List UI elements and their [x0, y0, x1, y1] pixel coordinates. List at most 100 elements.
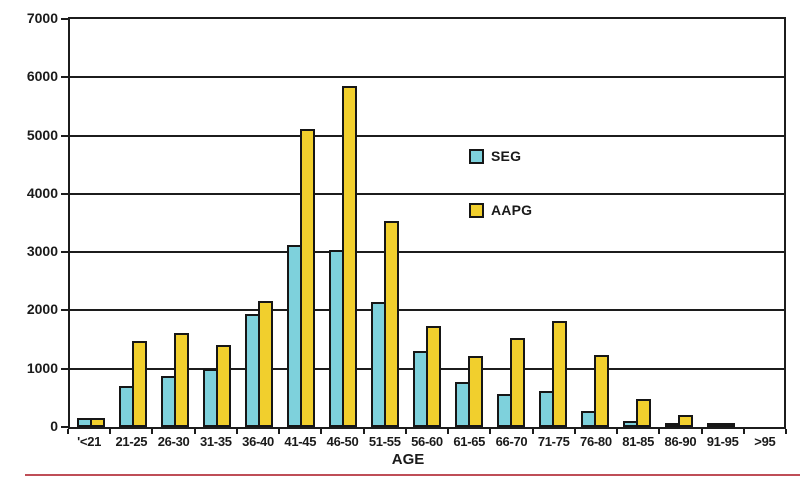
x-axis-label: 56-60: [411, 434, 443, 449]
gridline-3000: [70, 251, 784, 253]
x-axis-label: 76-80: [580, 434, 612, 449]
y-axis-label: 3000: [26, 243, 58, 259]
x-axis-tick: [743, 429, 745, 434]
x-axis-label: 61-65: [453, 434, 486, 449]
aapg-bar: [468, 356, 483, 427]
x-axis-label: 26-30: [157, 434, 190, 449]
x-axis-title: AGE: [391, 451, 425, 468]
y-axis-tick: [61, 368, 68, 370]
bar-group-9: [406, 19, 448, 427]
aapg-bar: [426, 326, 441, 427]
bar-group-12: [532, 19, 574, 427]
y-axis-label: 2000: [26, 301, 58, 317]
legend-item-seg: SEG: [469, 148, 521, 164]
gridline-2000: [70, 309, 784, 311]
aapg-bar: [174, 333, 189, 427]
x-axis-label: 91-95: [706, 434, 739, 449]
y-axis-tick: [61, 309, 68, 311]
x-axis-tick: [785, 429, 787, 434]
x-axis-label: 21-25: [115, 434, 148, 449]
aapg-bar: [636, 399, 651, 427]
x-axis-tick: [489, 429, 491, 434]
bar-group-14: [616, 19, 658, 427]
bar-group-2: [112, 19, 154, 427]
x-axis-label: 81-85: [622, 434, 655, 449]
y-axis-tick: [61, 135, 68, 137]
bar-groups: [70, 19, 784, 427]
x-axis-tick: [532, 429, 534, 434]
x-axis-label: >95: [754, 434, 776, 449]
aapg-bar: [342, 86, 357, 427]
aapg-bar: [552, 321, 567, 427]
aapg-bar: [216, 345, 231, 427]
y-axis-tick: [61, 18, 68, 20]
bar-group-5: [238, 19, 280, 427]
gridline-6000: [70, 76, 784, 78]
legend-label-seg: SEG: [491, 148, 522, 164]
bar-group-4: [196, 19, 238, 427]
bar-group-3: [154, 19, 196, 427]
y-axis-tick: [61, 76, 68, 78]
y-axis-label: 6000: [26, 68, 58, 84]
x-axis-tick: [320, 429, 322, 434]
aapg-bar: [258, 301, 273, 427]
y-axis-tick: [61, 426, 68, 428]
x-axis-label: '<21: [77, 434, 102, 449]
y-axis-label: 5000: [26, 127, 58, 143]
x-axis-label: 46-50: [326, 434, 359, 449]
bar-group-11: [490, 19, 532, 427]
y-axis-label: 1000: [26, 360, 58, 376]
aapg-bar: [300, 129, 315, 427]
bar-group-7: [322, 19, 364, 427]
aapg-bar: [720, 423, 735, 427]
aapg-bar: [384, 221, 399, 427]
x-axis-tick: [151, 429, 153, 434]
bar-group-1: [70, 19, 112, 427]
bar-group-13: [574, 19, 616, 427]
y-axis-label: 7000: [26, 10, 58, 26]
x-axis-tick: [236, 429, 238, 434]
y-axis-tick: [61, 251, 68, 253]
bar-group-10: [448, 19, 490, 427]
plot-area: SEG AAPG: [68, 17, 786, 429]
bar-group-15: [658, 19, 700, 427]
y-axis-label: 0: [50, 418, 58, 434]
x-axis-label: 71-75: [537, 434, 570, 449]
bar-group-8: [364, 19, 406, 427]
aapg-bar: [594, 355, 609, 427]
aapg-swatch-icon: [469, 202, 484, 218]
x-axis-tick: [405, 429, 407, 434]
aapg-bar: [90, 418, 105, 427]
y-axis-tick: [61, 193, 68, 195]
x-axis-tick: [194, 429, 196, 434]
x-axis-label: 66-70: [495, 434, 528, 449]
seg-swatch-icon: [469, 148, 484, 164]
x-axis-tick: [67, 429, 69, 434]
x-axis-tick: [616, 429, 618, 434]
aapg-bar: [132, 341, 147, 427]
x-axis-tick: [658, 429, 660, 434]
legend-item-aapg: AAPG: [469, 202, 532, 218]
x-axis-tick: [701, 429, 703, 434]
aapg-bar: [510, 338, 525, 427]
x-axis-label: 41-45: [284, 434, 317, 449]
x-axis-tick: [447, 429, 449, 434]
bar-group-17: [742, 19, 784, 427]
y-axis-label: 4000: [26, 185, 58, 201]
x-axis-label: 31-35: [199, 434, 232, 449]
x-axis-tick: [278, 429, 280, 434]
legend-label-aapg: AAPG: [491, 202, 533, 218]
x-axis-tick: [109, 429, 111, 434]
x-axis-label: 86-90: [664, 434, 697, 449]
aapg-bar: [678, 415, 693, 427]
bottom-rule: [25, 474, 800, 476]
bar-group-6: [280, 19, 322, 427]
x-axis-label: 36-40: [242, 434, 274, 449]
gridline-4000: [70, 193, 784, 195]
x-axis-tick: [363, 429, 365, 434]
bar-group-16: [700, 19, 742, 427]
x-axis-tick: [574, 429, 576, 434]
x-axis-label: 51-55: [368, 434, 401, 449]
gridline-5000: [70, 135, 784, 137]
